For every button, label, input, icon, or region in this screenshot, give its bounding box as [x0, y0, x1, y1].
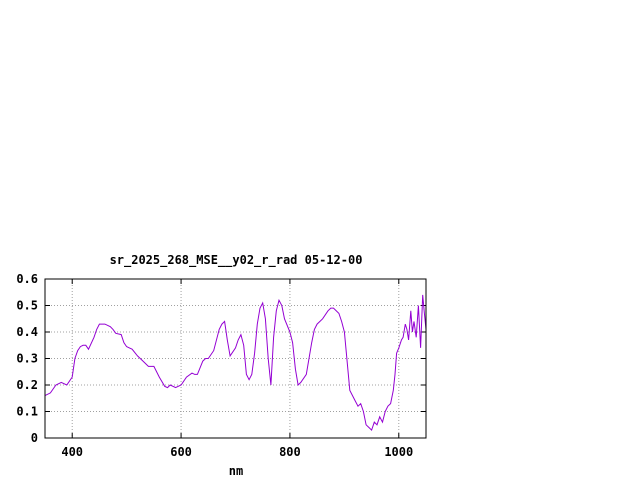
y-tick-label: 0 [31, 431, 38, 445]
x-axis-label: nm [229, 464, 243, 478]
y-tick-label: 0.3 [16, 352, 38, 366]
x-tick-label: 600 [170, 445, 192, 459]
x-tick-label: 400 [61, 445, 83, 459]
y-tick-label: 0.5 [16, 299, 38, 313]
y-tick-label: 0.1 [16, 405, 38, 419]
y-tick-label: 0.2 [16, 378, 38, 392]
plot-frame [44, 278, 427, 439]
x-tick-label: 1000 [384, 445, 413, 459]
axis-ticks: 0 0.1 0.2 0.3 0.4 0.5 0.6 400 600 800 1000 [16, 272, 426, 459]
y-tick-label: 0.4 [16, 325, 38, 339]
grid [45, 279, 426, 438]
chart-title: sr_2025_268_MSE__y02_r_rad 05-12-00 [110, 253, 363, 268]
series-layer [44, 294, 427, 432]
x-tick-label: 800 [279, 445, 301, 459]
y-tick-label: 0.6 [16, 272, 38, 286]
series-line [44, 294, 427, 432]
